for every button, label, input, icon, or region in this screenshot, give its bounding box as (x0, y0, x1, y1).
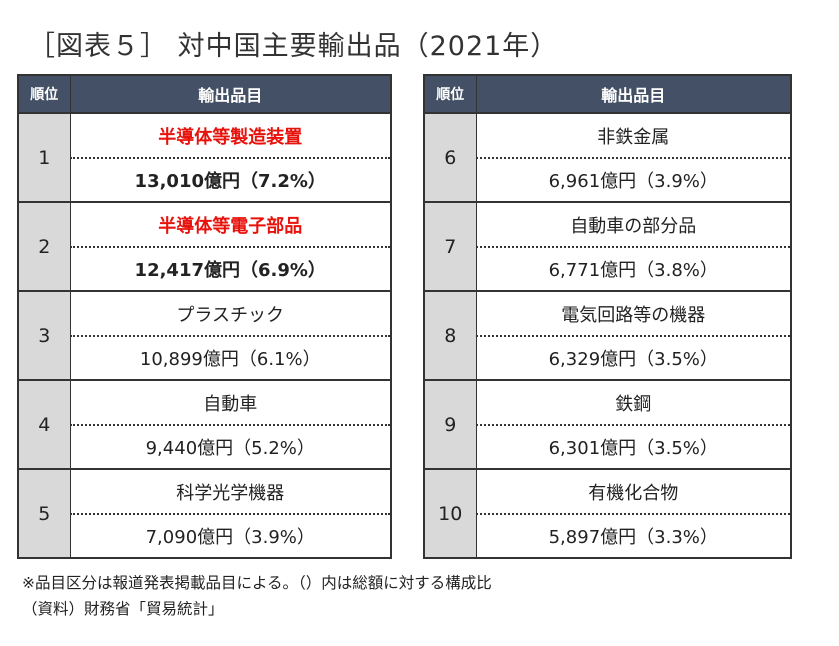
table-row: 7 自動車の部分品 (423, 201, 792, 292)
item-header: 輸出品目 (69, 74, 392, 114)
item-name-cell: 電気回路等の機器 (476, 290, 792, 337)
rank-cell: 2 (17, 201, 71, 292)
footnote-source: （資料）財務省「貿易統計」 (22, 600, 224, 618)
ranking-body-left: 1 半導体等製造装置 13,010億円（7.2%） 2 半導体等電子部品 12,417億円… (17, 112, 392, 559)
table-row: 7,090億円（3.9%） (18, 514, 392, 559)
item-name-cell: 半導体等電子部品 (70, 201, 392, 248)
rank-header: 順位 (423, 74, 477, 114)
table-row: 6 非鉄金属 (423, 112, 792, 203)
export-value-cell: 7,090億円（3.9%） (70, 514, 392, 559)
table-row: 6,771億円（3.8%） (424, 247, 792, 292)
ranking-table-right: 順位 輸出品目 6 非鉄金属 6,961億円（3.9%） 7 自動車の部分品 6,771億… (423, 74, 792, 559)
item-name-cell: 有機化合物 (476, 468, 792, 515)
table-row: 10,899億円（6.1%） (18, 336, 392, 381)
item-header: 輸出品目 (475, 74, 792, 114)
footnote-classification: ※品目区分は報道発表掲載品目による。（）内は総額に対する構成比 (22, 574, 492, 592)
export-value-cell: 10,899億円（6.1%） (70, 336, 392, 381)
table-row: 8 電気回路等の機器 (423, 290, 792, 381)
table-row: 6,301億円（3.5%） (424, 425, 792, 470)
rank-cell: 9 (423, 379, 477, 470)
table-row: 6,329億円（3.5%） (424, 336, 792, 381)
rank-cell: 7 (423, 201, 477, 292)
ranking-table-left: 順位 輸出品目 1 半導体等製造装置 13,010億円（7.2%） 2 半導体等電子部品… (17, 74, 392, 559)
item-name-cell: 科学光学機器 (70, 468, 392, 515)
table-row: 1 半導体等製造装置 (17, 112, 392, 203)
table-row: 12,417億円（6.9%） (18, 247, 392, 292)
table-row: 2 半導体等電子部品 (17, 201, 392, 292)
rank-cell: 5 (17, 468, 71, 559)
item-name-cell: 非鉄金属 (476, 112, 792, 159)
item-name-cell: 自動車 (70, 379, 392, 426)
table-row: 9 鉄鋼 (423, 379, 792, 470)
rank-cell: 10 (423, 468, 477, 559)
rank-cell: 4 (17, 379, 71, 470)
rank-cell: 1 (17, 112, 71, 203)
export-value-cell: 6,961億円（3.9%） (476, 158, 792, 203)
export-value-cell: 6,301億円（3.5%） (476, 425, 792, 470)
table-row: 6,961億円（3.9%） (424, 158, 792, 203)
table-row: 10 有機化合物 (423, 468, 792, 559)
table-row: 5 科学光学機器 (17, 468, 392, 559)
item-name-cell: プラスチック (70, 290, 392, 337)
export-value-cell: 6,771億円（3.8%） (476, 247, 792, 292)
item-name-cell: 半導体等製造装置 (70, 112, 392, 159)
table-row: 5,897億円（3.3%） (424, 514, 792, 559)
rank-header: 順位 (17, 74, 71, 114)
rank-cell: 8 (423, 290, 477, 381)
export-value-cell: 6,329億円（3.5%） (476, 336, 792, 381)
table-row: 13,010億円（7.2%） (18, 158, 392, 203)
table-row: 3 プラスチック (17, 290, 392, 381)
export-value-cell: 13,010億円（7.2%） (70, 158, 392, 203)
rank-cell: 3 (17, 290, 71, 381)
page-title: ［図表５］ 対中国主要輸出品（2021年） (28, 31, 559, 62)
item-name-cell: 自動車の部分品 (476, 201, 792, 248)
export-value-cell: 5,897億円（3.3%） (476, 514, 792, 559)
ranking-body-right: 6 非鉄金属 6,961億円（3.9%） 7 自動車の部分品 6,771億円（3.8%） 8… (423, 112, 792, 559)
item-name-cell: 鉄鋼 (476, 379, 792, 426)
table-row: 4 自動車 (17, 379, 392, 470)
export-value-cell: 12,417億円（6.9%） (70, 247, 392, 292)
rank-cell: 6 (423, 112, 477, 203)
export-value-cell: 9,440億円（5.2%） (70, 425, 392, 470)
table-row: 9,440億円（5.2%） (18, 425, 392, 470)
